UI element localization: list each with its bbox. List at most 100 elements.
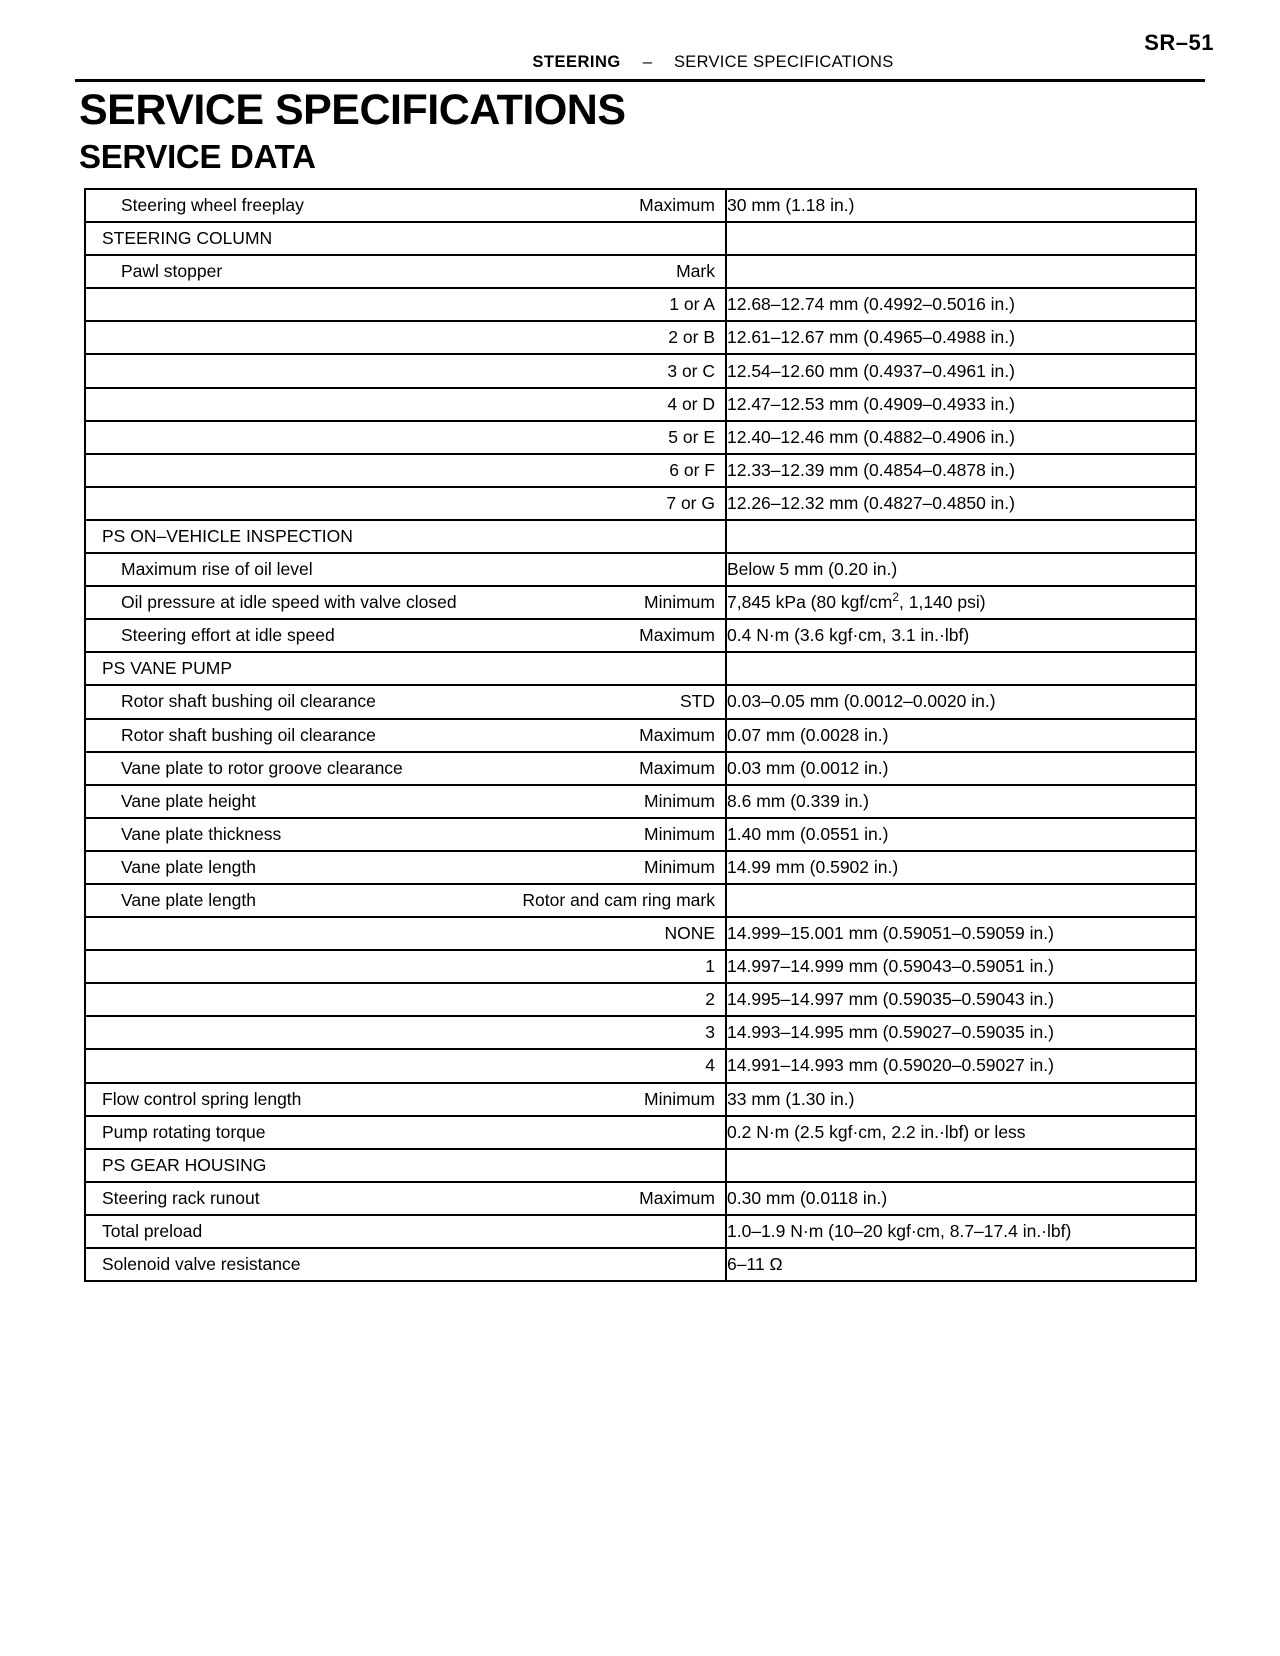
spec-value: 0.30 mm (0.0118 in.): [725, 1180, 1197, 1216]
table-row: PS VANE PUMP: [84, 651, 1197, 687]
table-row: 1 14.997–14.999 mm (0.59043–0.59051 in.): [84, 949, 1197, 985]
spec-label: Steering effort at idle speed: [121, 625, 335, 646]
table-row: Vane plate to rotor groove clearance Maxi…: [84, 750, 1197, 786]
spec-label-cell: Pump rotating torque: [84, 1114, 727, 1150]
table-row: Rotor shaft bushing oil clearance STD 0.03…: [84, 684, 1197, 720]
table-row: 3 or C 12.54–12.60 mm (0.4937–0.4961 in.): [84, 353, 1197, 389]
table-row: 2 14.995–14.997 mm (0.59035–0.59043 in.): [84, 982, 1197, 1018]
spec-value: [725, 254, 1197, 290]
spec-qualifier: Minimum: [644, 790, 715, 811]
spec-qualifier: 4: [705, 1055, 715, 1076]
spec-label: Oil pressure at idle speed with valve cl…: [121, 592, 457, 613]
spec-label-cell: Pawl stopper Mark: [84, 254, 727, 290]
spec-value: 12.54–12.60 mm (0.4937–0.4961 in.): [725, 353, 1197, 389]
table-row: Steering wheel freeplay Maximum 30 mm (1.1…: [84, 187, 1197, 224]
spec-label: STEERING COLUMN: [102, 228, 273, 249]
spec-value: 14.999–15.001 mm (0.59051–0.59059 in.): [725, 916, 1197, 952]
page-number: SR–51: [1144, 30, 1214, 55]
spec-qualifier: 5 or E: [668, 426, 715, 447]
spec-label-cell: Rotor shaft bushing oil clearance Maximum: [84, 717, 727, 753]
spec-label-cell: 6 or F: [84, 452, 727, 488]
spec-value: 14.99 mm (0.5902 in.): [725, 849, 1197, 885]
table-row: NONE 14.999–15.001 mm (0.59051–0.59059 in…: [84, 916, 1197, 952]
running-header-subsection: SERVICE SPECIFICATIONS: [673, 53, 894, 71]
spec-label-cell: Flow control spring length Minimum: [84, 1081, 727, 1117]
spec-qualifier: Maximum: [639, 195, 715, 216]
spec-value: 14.997–14.999 mm (0.59043–0.59051 in.): [725, 949, 1197, 985]
table-row: 7 or G 12.26–12.32 mm (0.4827–0.4850 in.): [84, 485, 1197, 521]
table-row: 3 14.993–14.995 mm (0.59027–0.59035 in.): [84, 1015, 1197, 1051]
table-row: Solenoid valve resistance 6–11 Ω: [84, 1246, 1197, 1283]
spec-value: 7,845 kPa (80 kgf/cm2, 1,140 psi): [725, 585, 1197, 621]
spec-value: 12.26–12.32 mm (0.4827–0.4850 in.): [725, 485, 1197, 521]
running-header-dash: –: [642, 53, 652, 71]
spec-label: Vane plate thickness: [121, 823, 282, 844]
spec-label-cell: Vane plate length Rotor and cam ring mark: [84, 882, 727, 919]
page-title: SERVICE SPECIFICATIONS: [79, 86, 626, 134]
spec-qualifier: 7 or G: [666, 492, 715, 513]
table-row: Pawl stopper Mark: [84, 254, 1197, 290]
spec-value: 12.33–12.39 mm (0.4854–0.4878 in.): [725, 452, 1197, 488]
table-row: 6 or F 12.33–12.39 mm (0.4854–0.4878 in.): [84, 452, 1197, 488]
spec-qualifier: 4 or D: [667, 393, 715, 414]
spec-label: Pawl stopper: [121, 261, 223, 282]
spec-label-cell: Vane plate height Minimum: [84, 783, 727, 819]
spec-value: [725, 221, 1197, 257]
spec-label-cell: 1 or A: [84, 287, 727, 323]
spec-label-cell: PS GEAR HOUSING: [84, 1147, 727, 1183]
spec-label: PS VANE PUMP: [102, 658, 232, 679]
spec-qualifier: NONE: [664, 923, 715, 944]
spec-label: Steering wheel freeplay: [121, 195, 304, 216]
table-row: Vane plate thickness Minimum 1.40 mm (0.05…: [84, 816, 1197, 852]
spec-label: Vane plate length: [121, 890, 256, 911]
spec-label-cell: Solenoid valve resistance: [84, 1246, 727, 1283]
spec-label-cell: PS ON–VEHICLE INSPECTION: [84, 518, 727, 555]
spec-qualifier: Maximum: [639, 1187, 715, 1208]
table-row: 4 or D 12.47–12.53 mm (0.4909–0.4933 in.): [84, 386, 1197, 422]
spec-qualifier: Rotor and cam ring mark: [522, 890, 715, 911]
spec-qualifier: 6 or F: [669, 459, 715, 480]
spec-value: [725, 651, 1197, 687]
table-row: Flow control spring length Minimum 33 mm (…: [84, 1081, 1197, 1117]
spec-value: 0.03–0.05 mm (0.0012–0.0020 in.): [725, 684, 1197, 720]
table-row: Vane plate length Minimum 14.99 mm (0.5902…: [84, 849, 1197, 885]
service-data-table-body: Steering wheel freeplay Maximum 30 mm (1.1…: [84, 187, 1197, 1283]
spec-value: 0.03 mm (0.0012 in.): [725, 750, 1197, 786]
spec-label-cell: Vane plate to rotor groove clearance Maxi…: [84, 750, 727, 786]
table-row: 2 or B 12.61–12.67 mm (0.4965–0.4988 in.): [84, 320, 1197, 356]
spec-label-cell: Vane plate thickness Minimum: [84, 816, 727, 852]
header-rule: [75, 79, 1205, 82]
table-row: 5 or E 12.40–12.46 mm (0.4882–0.4906 in.): [84, 419, 1197, 455]
table-row: Rotor shaft bushing oil clearance Maximum…: [84, 717, 1197, 753]
spec-qualifier: Minimum: [644, 1088, 715, 1109]
spec-qualifier: Maximum: [639, 724, 715, 745]
table-row: PS GEAR HOUSING: [84, 1147, 1197, 1183]
spec-label: Rotor shaft bushing oil clearance: [121, 691, 376, 712]
spec-label-cell: Vane plate length Minimum: [84, 849, 727, 885]
spec-label-cell: STEERING COLUMN: [84, 221, 727, 257]
spec-value: 12.40–12.46 mm (0.4882–0.4906 in.): [725, 419, 1197, 455]
running-header: STEERING – SERVICE SPECIFICATIONS: [148, 53, 1278, 72]
spec-value: 30 mm (1.18 in.): [725, 187, 1197, 224]
spec-label: Total preload: [102, 1220, 203, 1241]
table-row: 4 14.991–14.993 mm (0.59020–0.59027 in.): [84, 1048, 1197, 1084]
table-row: 1 or A 12.68–12.74 mm (0.4992–0.5016 in.): [84, 287, 1197, 323]
spec-label-cell: 4 or D: [84, 386, 727, 422]
spec-label: Pump rotating torque: [102, 1121, 266, 1142]
spec-label-cell: 5 or E: [84, 419, 727, 455]
spec-label-cell: 2 or B: [84, 320, 727, 356]
spec-label-cell: 7 or G: [84, 485, 727, 521]
table-row: STEERING COLUMN: [84, 221, 1197, 257]
spec-qualifier: Maximum: [639, 625, 715, 646]
spec-value: 12.61–12.67 mm (0.4965–0.4988 in.): [725, 320, 1197, 356]
spec-qualifier: 1 or A: [669, 294, 715, 315]
spec-qualifier: 2: [705, 989, 715, 1010]
spec-value: 0.4 N·m (3.6 kgf·cm, 3.1 in.·lbf): [725, 618, 1197, 654]
spec-value: 0.07 mm (0.0028 in.): [725, 717, 1197, 753]
spec-label-cell: Total preload: [84, 1213, 727, 1250]
spec-value: 1.40 mm (0.0551 in.): [725, 816, 1197, 852]
spec-value: 1.0–1.9 N·m (10–20 kgf·cm, 8.7–17.4 in.·…: [725, 1213, 1197, 1250]
spec-label: Rotor shaft bushing oil clearance: [121, 724, 376, 745]
spec-value: 33 mm (1.30 in.): [725, 1081, 1197, 1117]
spec-value: [725, 1147, 1197, 1183]
